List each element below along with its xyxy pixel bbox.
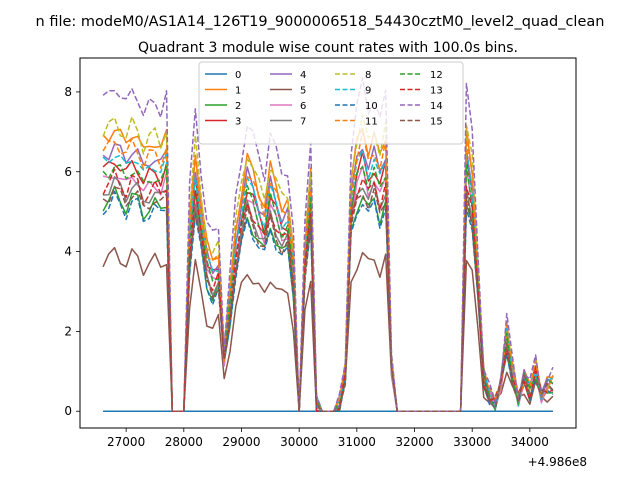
x-offset-label: +4.986e8 [528,455,587,469]
x-axis: 27000 28000 29000 30000 31000 32000 33000 34000 [107,428,549,449]
legend-label-4: 4 [300,70,306,81]
legend-label-12: 12 [430,70,443,81]
legend-label-10: 10 [365,101,378,112]
legend-label-7: 7 [300,117,306,128]
legend-label-2: 2 [235,101,241,112]
legend-label-6: 6 [300,101,306,112]
y-tick-label: 4 [64,245,72,259]
legend-label-5: 5 [300,86,306,97]
y-tick-label: 0 [64,404,72,418]
series-layer [102,77,554,412]
legend-box [198,61,464,145]
chart-title: Quadrant 3 module wise count rates with … [138,40,518,56]
legend-label-14: 14 [430,101,443,112]
x-tick-label: 34000 [511,435,549,449]
legend-label-11: 11 [365,117,378,128]
x-tick-label: 27000 [107,435,145,449]
x-tick-label: 32000 [395,435,433,449]
figure-suptitle: n file: modeM0/AS1A14_126T19_9000006518_… [36,14,605,30]
y-tick-label: 8 [64,85,72,99]
plot-frame [79,57,577,429]
legend-label-3: 3 [235,117,241,128]
y-tick-label: 6 [64,165,72,179]
y-tick-label: 2 [64,324,72,338]
legend-label-1: 1 [235,86,241,97]
legend-label-13: 13 [430,86,443,97]
x-tick-label: 29000 [222,435,260,449]
legend-label-9: 9 [365,86,371,97]
x-tick-label: 33000 [453,435,491,449]
x-tick-label: 31000 [338,435,376,449]
y-axis: 0 2 4 6 8 [64,85,80,418]
legend-label-0: 0 [235,70,241,81]
series-line-15 [102,186,554,412]
legend-label-8: 8 [365,70,371,81]
legend-label-15: 15 [430,117,443,128]
x-tick-label: 30000 [280,435,318,449]
x-tick-label: 28000 [165,435,203,449]
